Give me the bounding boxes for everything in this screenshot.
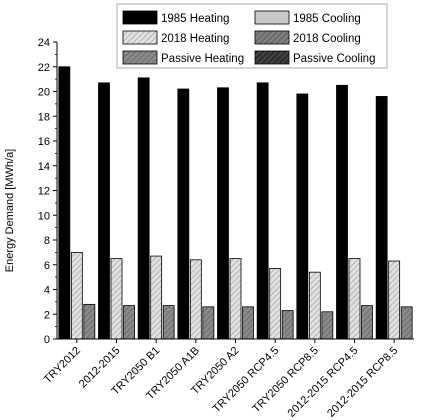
y-tick-label: 10 (38, 210, 50, 222)
legend-swatch-2018-cooling (254, 30, 290, 45)
bar-passive-heating-6 (281, 310, 294, 340)
bar-passive-heating-5 (242, 306, 254, 340)
bar-1985-heating-1 (58, 66, 71, 340)
legend-label-2018-heating: 2018 Heating (161, 33, 229, 45)
bar-passive-heating-7 (321, 311, 334, 340)
bars-group (58, 66, 413, 340)
legend-label-1985-heating: 1985 Heating (161, 13, 229, 25)
y-tick-label: 4 (44, 285, 50, 297)
bar-1985-heating-7 (296, 93, 309, 340)
legend-box (116, 3, 388, 69)
bar-2018-heating-6 (269, 268, 282, 340)
bar-2018-heating-8 (348, 258, 361, 340)
y-tick-label: 24 (38, 37, 50, 49)
y-tick-label: 20 (38, 87, 50, 99)
bar-passive-heating-8 (361, 305, 373, 340)
bar-passive-heating-4 (202, 306, 215, 340)
x-tick-label: 2012-2015 RCP8.5 (325, 345, 400, 420)
bar-passive-heating-3 (162, 305, 175, 340)
y-tick-label: 22 (38, 62, 50, 74)
y-tick-label: 8 (44, 235, 50, 247)
bar-2018-heating-5 (229, 258, 242, 340)
bar-2018-heating-2 (110, 258, 123, 340)
x-tick-label: 2012-2015 RCP4.5 (286, 345, 361, 420)
x-tick-label: TRY2012 (42, 345, 83, 386)
bar-passive-heating-1 (83, 303, 96, 340)
legend-label-passive-heating: Passive Heating (161, 53, 244, 65)
legend-swatch-1985-cooling (254, 10, 290, 25)
bar-1985-heating-4 (177, 88, 190, 340)
y-tick-label: 0 (44, 334, 50, 346)
bar-2018-heating-1 (70, 251, 83, 340)
y-tick-label: 2 (44, 309, 50, 321)
legend-label-passive-cooling: Passive Cooling (293, 53, 375, 65)
y-tick-label: 12 (38, 186, 50, 198)
bar-1985-heating-2 (98, 82, 110, 340)
bar-2018-heating-4 (189, 259, 202, 340)
y-tick-label: 14 (38, 161, 50, 173)
y-axis-label: Energy Demand [MWh/a] (4, 149, 16, 273)
bar-2018-heating-3 (150, 255, 163, 340)
bar-2018-heating-7 (308, 271, 321, 340)
bar-1985-heating-6 (256, 82, 269, 340)
y-tick-label: 16 (38, 136, 50, 148)
legend: 1985 Heating 1985 Cooling 2018 Heating 2018… (116, 3, 388, 69)
legend-swatch-passive-cooling (254, 50, 290, 65)
bar-passive-heating-9 (400, 306, 413, 340)
bar-1985-heating-3 (137, 77, 150, 340)
legend-swatch-1985-heating (122, 10, 158, 25)
bar-1985-heating-9 (375, 96, 388, 340)
legend-swatch-passive-heating (122, 50, 158, 65)
bar-1985-heating-8 (336, 84, 348, 340)
legend-label-1985-cooling: 1985 Cooling (293, 13, 361, 25)
legend-swatch-2018-heating (122, 30, 158, 45)
bar-passive-heating-2 (123, 305, 135, 340)
bar-2018-heating-9 (388, 260, 401, 340)
y-tick-label: 6 (44, 260, 50, 272)
y-tick-label: 18 (38, 111, 50, 123)
legend-label-2018-cooling: 2018 Cooling (293, 33, 361, 45)
bar-1985-heating-5 (217, 87, 229, 340)
